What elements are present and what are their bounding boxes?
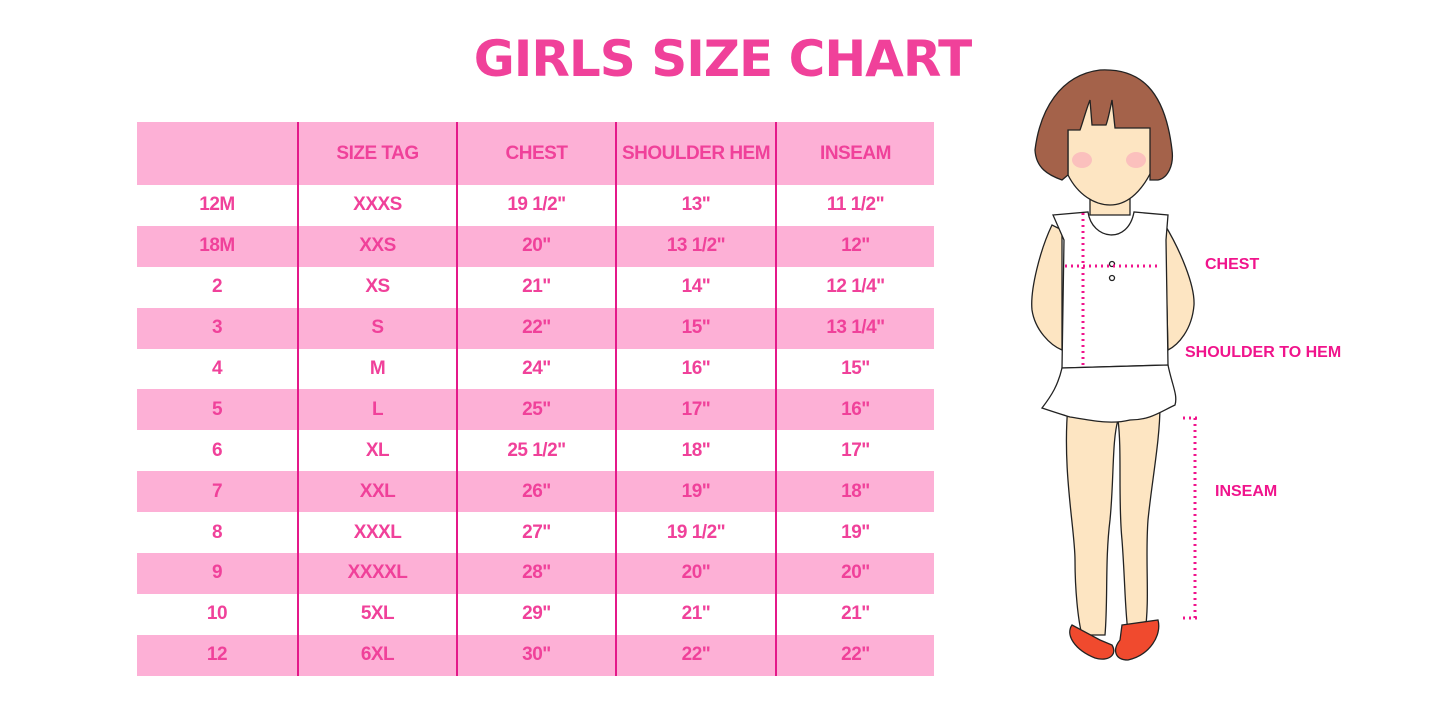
table-cell: 17" xyxy=(775,430,934,472)
column-header: SHOULDER HEM xyxy=(615,122,775,185)
table-cell: 19 1/2" xyxy=(456,185,615,226)
table-cell: 25" xyxy=(456,389,615,431)
arms xyxy=(1031,224,1063,351)
shoes xyxy=(1114,619,1160,661)
table-cell: 19" xyxy=(775,512,934,554)
hair xyxy=(1034,69,1174,181)
table-row: 9 XXXXL 28" 20" 20" xyxy=(137,553,934,594)
table-cell: 18M xyxy=(199,235,235,257)
page-title: GIRLS SIZE CHART xyxy=(473,30,972,88)
table-cell: 2 xyxy=(211,276,223,298)
table-cell: 21" xyxy=(615,593,775,635)
table-cell: 24" xyxy=(456,348,615,390)
table-cell: 12" xyxy=(775,225,934,267)
table-cell: 25 1/2" xyxy=(456,430,615,472)
table-cell: 30" xyxy=(456,634,615,676)
column-header: SIZE TAG xyxy=(297,122,456,185)
shoulder-to-hem-label: SHOULDER TO HEM xyxy=(1185,344,1342,361)
table-cell: S xyxy=(297,307,456,349)
table-cell: 22" xyxy=(775,634,934,676)
shirt xyxy=(1052,211,1169,369)
table-cell: 5 xyxy=(211,398,223,420)
table-cell: 22" xyxy=(456,307,615,349)
table-cell: 20" xyxy=(456,225,615,267)
table-cell: 28" xyxy=(456,553,615,594)
table-cell: 27" xyxy=(456,512,615,554)
table-cell: 20" xyxy=(775,553,934,594)
table-row: 18M XXS 20" 13 1/2" 12" xyxy=(137,225,934,267)
table-row: 5 L 25" 17" 16" xyxy=(137,389,934,431)
table-cell: XXXXL xyxy=(297,553,456,594)
table-cell: 9 xyxy=(211,562,223,584)
table-row: 4 M 24" 16" 15" xyxy=(137,348,934,390)
table-cell: 11 1/2" xyxy=(775,185,934,226)
table-cell: 21" xyxy=(456,266,615,308)
size-table: SIZE TAG CHEST SHOULDER HEM INSEAM 12M XXXS 19… xyxy=(137,122,934,676)
table-cell: 16" xyxy=(775,389,934,431)
table-row: 2 XS 21" 14" 12 1/4" xyxy=(137,266,934,308)
table-cell: 15" xyxy=(615,307,775,349)
legs xyxy=(1065,404,1161,636)
table-cell: 26" xyxy=(456,471,615,513)
table-cell: XXS xyxy=(297,225,456,267)
column-header: INSEAM xyxy=(775,122,934,185)
table-cell: 20" xyxy=(615,553,775,594)
table-cell: 6 xyxy=(211,439,223,461)
table-cell: 13" xyxy=(615,185,775,226)
table-cell: 15" xyxy=(775,348,934,390)
table-cell: 19 1/2" xyxy=(615,512,775,554)
skirt xyxy=(1040,364,1177,423)
table-cell: 7 xyxy=(211,480,223,502)
table-cell: XXL xyxy=(297,471,456,513)
table-cell: XXXL xyxy=(297,512,456,554)
table-cell: XL xyxy=(297,430,456,472)
table-cell: M xyxy=(297,348,456,390)
table-cell: 3 xyxy=(211,317,223,339)
table-cell: 18" xyxy=(775,471,934,513)
arms xyxy=(1164,222,1195,352)
table-cell: 29" xyxy=(456,593,615,635)
table-cell: 21" xyxy=(775,593,934,635)
column-header: CHEST xyxy=(456,122,615,185)
table-row: 12 6XL 30" 22" 22" xyxy=(137,634,934,676)
table-row: 10 5XL 29" 21" 21" xyxy=(137,593,934,635)
chest-label: CHEST xyxy=(1205,256,1260,273)
table-cell: 5XL xyxy=(297,593,456,635)
table-cell: 16" xyxy=(615,348,775,390)
table-cell: 4 xyxy=(211,358,223,379)
table-cell: L xyxy=(297,389,456,431)
table-cell: 12 xyxy=(206,644,228,666)
table-row: 3 S 22" 15" 13 1/4" xyxy=(137,307,934,349)
table-cell: XS xyxy=(297,266,456,308)
table-cell: 19" xyxy=(615,471,775,513)
table-cell: XXXS xyxy=(297,185,456,226)
table-header-row: SIZE TAG CHEST SHOULDER HEM INSEAM xyxy=(137,122,934,185)
table-cell: 17" xyxy=(615,389,775,431)
table-row: 7 XXL 26" 19" 18" xyxy=(137,471,934,513)
table-cell: 12 1/4" xyxy=(775,266,934,308)
table-cell: 6XL xyxy=(297,634,456,676)
table-cell: 22" xyxy=(615,634,775,676)
table-cell: 8 xyxy=(211,521,223,543)
table-cell: 13 1/4" xyxy=(775,307,934,349)
table-cell: 10 xyxy=(206,603,228,625)
table-row: 6 XL 25 1/2" 18" 17" xyxy=(137,430,934,472)
shoes xyxy=(1069,624,1115,660)
inseam-label: INSEAM xyxy=(1215,483,1278,500)
table-cell: 18" xyxy=(615,430,775,472)
table-row: 12M XXXS 19 1/2" 13" 11 1/2" xyxy=(137,185,934,226)
table-cell: 13 1/2" xyxy=(615,225,775,267)
table-cell: 12M xyxy=(199,194,235,216)
table-cell: 14" xyxy=(615,266,775,308)
table-row: 8 XXXL 27" 19 1/2" 19" xyxy=(137,512,934,554)
